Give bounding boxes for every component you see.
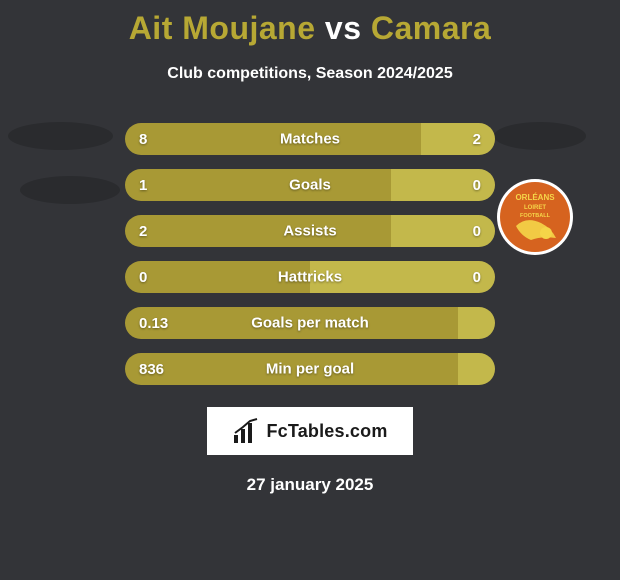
stat-value-right: 0: [473, 269, 481, 286]
stat-row: 0.13 Goals per match: [125, 307, 495, 339]
stat-value-left: 1: [139, 177, 147, 194]
stat-value-left: 0: [139, 269, 147, 286]
stat-label: Matches: [280, 131, 340, 148]
stat-bar-right: 2: [421, 123, 495, 155]
svg-text:ORLÉANS: ORLÉANS: [515, 193, 555, 202]
player1-photo-shadow-top: [8, 122, 113, 150]
svg-text:FOOTBALL: FOOTBALL: [520, 213, 551, 219]
fctables-mark-icon: [232, 417, 260, 445]
stat-value-left: 836: [139, 361, 164, 378]
stat-bar-left: 1: [125, 169, 391, 201]
stat-bar-right: [458, 353, 495, 385]
stat-bar-left: 8: [125, 123, 421, 155]
stat-label: Assists: [283, 223, 336, 240]
stat-bar-right: [458, 307, 495, 339]
stat-label: Goals: [289, 177, 331, 194]
stat-value-left: 2: [139, 223, 147, 240]
orleans-badge-icon: ORLÉANS LOIRET FOOTBALL: [496, 178, 574, 256]
fctables-logo: FcTables.com: [207, 407, 413, 455]
stat-bar-right: 0: [391, 169, 495, 201]
svg-text:LOIRET: LOIRET: [524, 205, 546, 211]
stat-value-right: 0: [473, 223, 481, 240]
stat-row: 8 2 Matches: [125, 123, 495, 155]
subtitle: Club competitions, Season 2024/2025: [0, 65, 620, 83]
stat-bar-right: 0: [391, 215, 495, 247]
stat-bar-left: 2: [125, 215, 391, 247]
stat-value-left: 8: [139, 131, 147, 148]
page-title: Ait Moujane vs Camara: [0, 0, 620, 47]
title-player1: Ait Moujane: [129, 10, 316, 46]
stat-row: 1 0 Goals: [125, 169, 495, 201]
fctables-text: FcTables.com: [266, 421, 387, 442]
stat-row: 2 0 Assists: [125, 215, 495, 247]
stat-value-right: 0: [473, 177, 481, 194]
stat-label: Hattricks: [278, 269, 342, 286]
title-player2: Camara: [371, 10, 491, 46]
player2-photo-shadow-top: [494, 122, 586, 150]
stat-row: 836 Min per goal: [125, 353, 495, 385]
date-label: 27 january 2025: [0, 475, 620, 495]
stat-value-right: 2: [473, 131, 481, 148]
title-vs: vs: [325, 10, 362, 46]
stat-label: Min per goal: [266, 361, 354, 378]
stat-value-left: 0.13: [139, 315, 168, 332]
stat-label: Goals per match: [251, 315, 369, 332]
stat-row: 0 0 Hattricks: [125, 261, 495, 293]
player1-club-shadow: [20, 176, 120, 204]
player2-club-badge: ORLÉANS LOIRET FOOTBALL: [496, 178, 574, 256]
